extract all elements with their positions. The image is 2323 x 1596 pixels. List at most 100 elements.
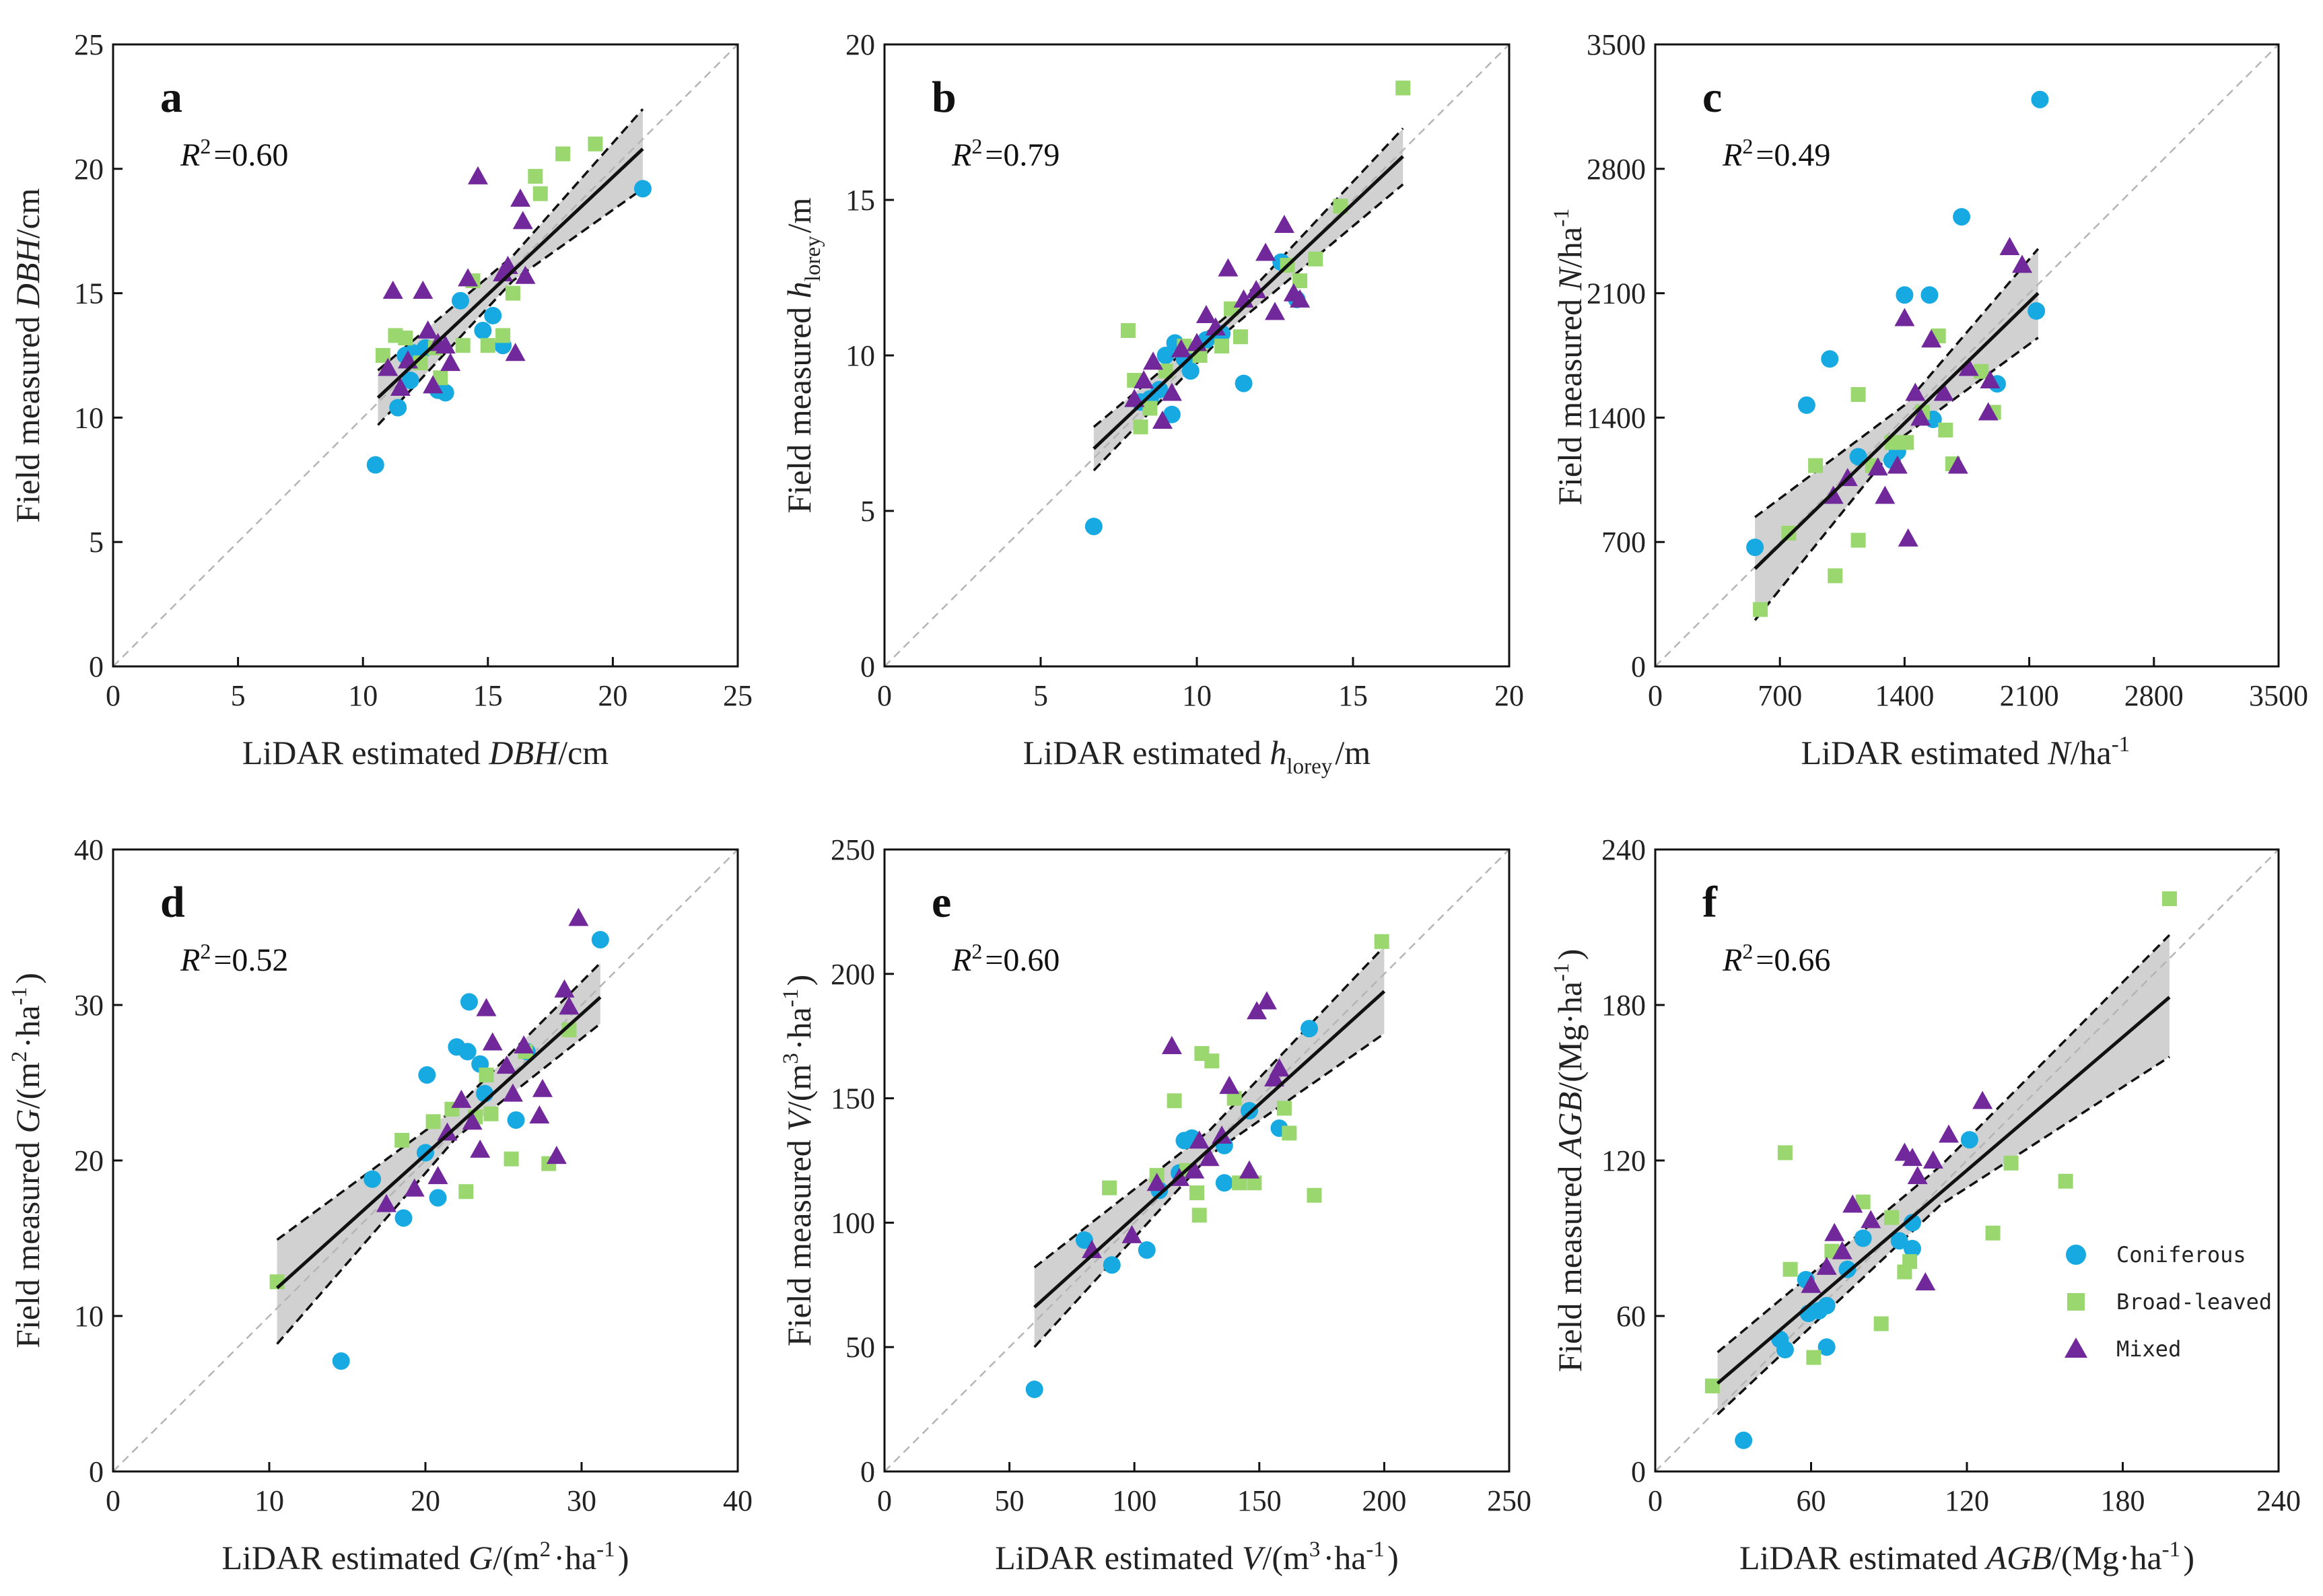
point-mixed <box>462 1111 483 1130</box>
one-to-one-line <box>884 44 1510 667</box>
point-broad-leaved <box>1781 526 1797 541</box>
point-coniferous <box>394 1209 413 1227</box>
one-to-one-line <box>884 849 1510 1472</box>
point-mixed <box>496 1055 517 1074</box>
x-axis-label: LiDAR estimated G/(m2 ·ha-1 ) <box>221 1537 629 1589</box>
point-broad-leaved <box>1120 323 1136 339</box>
upper-confidence-line <box>377 108 644 372</box>
point-broad-leaved <box>1855 1194 1871 1210</box>
point-mixed <box>1933 382 1954 401</box>
x-tick-label: 700 <box>1758 679 1802 712</box>
point-broad-leaved <box>2003 1155 2019 1171</box>
panel-letter: f <box>1702 878 1718 927</box>
point-mixed <box>1958 357 1979 376</box>
point-mixed <box>437 1122 458 1141</box>
x-tick-label: 20 <box>1494 679 1524 712</box>
point-coniferous <box>1084 518 1103 536</box>
point-broad-leaved <box>1167 1093 1182 1109</box>
r-squared-label: R2 =0.79 <box>951 134 1060 185</box>
point-broad-leaved <box>555 146 571 162</box>
r-squared-label: R2 =0.52 <box>180 939 288 990</box>
x-tick-label: 20 <box>598 679 627 712</box>
point-mixed <box>1875 485 1896 504</box>
regression-line <box>275 996 602 1290</box>
point-coniferous <box>1150 380 1169 398</box>
point-broad-leaved <box>1292 273 1308 289</box>
y-tick-label: 10 <box>74 401 104 434</box>
y-tick-label: 30 <box>74 989 104 1022</box>
lower-confidence-line <box>1033 1033 1385 1348</box>
point-mixed <box>1910 407 1931 426</box>
point-mixed <box>1124 388 1145 407</box>
point-mixed <box>470 1139 491 1158</box>
x-tick-label: 40 <box>723 1484 753 1517</box>
x-axis-label: LiDAR estimated N/ha-1 <box>1801 732 2133 784</box>
lower-confidence-line <box>276 1022 601 1345</box>
point-coniferous <box>633 180 652 198</box>
upper-confidence-line <box>1717 934 2171 1354</box>
y-tick-label: 25 <box>74 28 104 61</box>
point-broad-leaved <box>1828 568 1843 584</box>
point-mixed <box>476 998 497 1016</box>
point-mixed <box>1121 1224 1142 1243</box>
point-coniferous <box>401 371 419 389</box>
point-coniferous <box>1776 1341 1794 1359</box>
panel-letter: e <box>932 878 951 927</box>
regression-line <box>1093 155 1404 450</box>
point-mixed <box>467 166 488 184</box>
x-axis-label: LiDAR estimated V/(m3 ·ha-1 ) <box>995 1537 1398 1589</box>
point-mixed <box>532 1078 553 1097</box>
point-broad-leaved <box>433 370 448 386</box>
panel-d: 0 10 20 30 40 0 10 20 30 40 d R2 =0.52 LiDAR estimat… <box>7 833 753 1589</box>
y-tick-label: 20 <box>74 1144 104 1177</box>
y-tick-label: 200 <box>831 958 875 991</box>
point-mixed <box>423 375 444 394</box>
point-coniferous <box>1156 347 1175 364</box>
point-mixed <box>1947 455 1968 474</box>
point-mixed <box>1861 1210 1881 1228</box>
y-axis-label: Field measured N/ha-1 <box>1550 205 1601 506</box>
point-broad-leaved <box>1899 435 1914 450</box>
point-broad-leaved <box>425 1114 441 1130</box>
point-broad-leaved <box>1777 1145 1793 1160</box>
one-to-one-line <box>112 849 738 1472</box>
point-broad-leaved <box>458 1184 474 1200</box>
point-broad-leaved <box>1374 934 1389 949</box>
point-broad-leaved <box>1884 1210 1900 1225</box>
point-coniferous <box>1854 1229 1872 1247</box>
x-tick-label: 120 <box>1945 1484 1989 1517</box>
confidence-band <box>1034 946 1385 1348</box>
point-broad-leaved <box>1233 329 1248 345</box>
point-broad-leaved <box>1276 1101 1292 1116</box>
y-tick-label: 700 <box>1601 526 1646 559</box>
point-broad-leaved <box>1133 419 1148 435</box>
point-broad-leaved <box>483 1106 499 1121</box>
point-mixed <box>510 188 531 207</box>
point-mixed <box>440 353 461 372</box>
point-mixed <box>1219 1076 1240 1095</box>
point-mixed <box>1801 1274 1822 1293</box>
point-coniferous <box>1838 1260 1857 1278</box>
point-mixed <box>1269 1058 1290 1077</box>
point-broad-leaved <box>1142 401 1158 416</box>
point-broad-leaved <box>1282 1125 1297 1141</box>
point-mixed <box>1256 991 1277 1010</box>
x-axis-label: LiDAR estimated hlorey /m <box>1023 724 1371 779</box>
legend-label-coniferous: Coniferous <box>2116 1242 2246 1268</box>
point-mixed <box>554 979 575 998</box>
x-tick-label: 0 <box>1648 1484 1663 1517</box>
confidence-band <box>1755 248 2038 621</box>
x-tick-label: 1400 <box>1875 679 1934 712</box>
point-mixed <box>502 1083 523 1102</box>
point-broad-leaved <box>1189 1185 1204 1201</box>
point-mixed <box>1212 1125 1233 1144</box>
x-tick-label: 10 <box>348 679 378 712</box>
point-coniferous <box>1903 1239 1921 1257</box>
point-mixed <box>1246 279 1267 298</box>
legend-marker-mixed <box>2065 1338 2087 1358</box>
plot-frame <box>1654 43 2280 668</box>
x-tick-label: 200 <box>1362 1484 1406 1517</box>
point-broad-leaved <box>1232 1175 1247 1191</box>
point-mixed <box>458 268 479 287</box>
point-mixed <box>1134 370 1154 388</box>
